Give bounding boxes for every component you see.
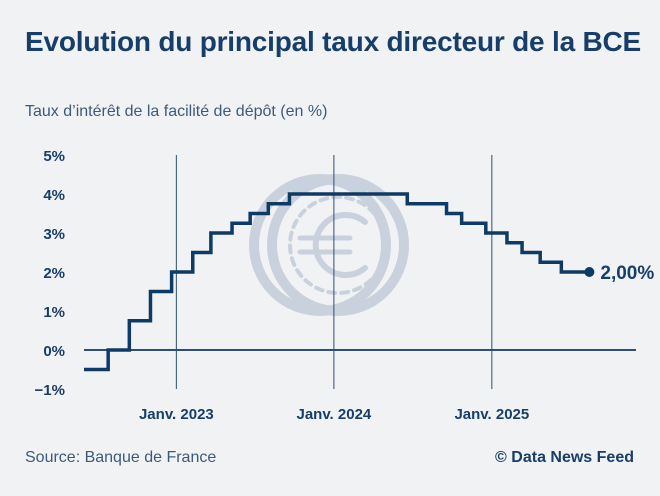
end-point-group: 2,00% — [584, 263, 654, 284]
y-tick-label: 3% — [43, 226, 65, 243]
euro-coin-icon — [249, 174, 409, 316]
y-tick-label: 4% — [43, 187, 65, 204]
series-group — [84, 192, 590, 372]
y-tick-label: 1% — [43, 304, 65, 321]
credit-label: © Data News Feed — [495, 449, 634, 466]
y-tick-label: 0% — [43, 343, 65, 360]
y-tick-label: −1% — [35, 382, 65, 399]
x-tick-label: Janv. 2025 — [454, 406, 529, 423]
y-tick-label: 2% — [43, 265, 65, 282]
x-tick-label: Janv. 2024 — [296, 406, 371, 423]
end-point-marker — [584, 267, 595, 277]
series-line — [84, 192, 590, 372]
chart-subtitle: Taux d’intérêt de la facilité de dépôt (… — [25, 103, 328, 120]
source-note: Source: Banque de France — [25, 449, 217, 466]
x-gridlines — [175, 155, 493, 389]
y-axis: −1% 0% 1% 2% 3% 4% 5% — [35, 148, 65, 399]
x-tick-label: Janv. 2023 — [139, 406, 214, 423]
y-tick-label: 5% — [43, 148, 65, 165]
chart-title: Evolution du principal taux directeur de… — [25, 26, 642, 57]
x-axis: Janv. 2023 Janv. 2024 Janv. 2025 — [139, 406, 529, 423]
end-value-label: 2,00% — [600, 263, 654, 284]
